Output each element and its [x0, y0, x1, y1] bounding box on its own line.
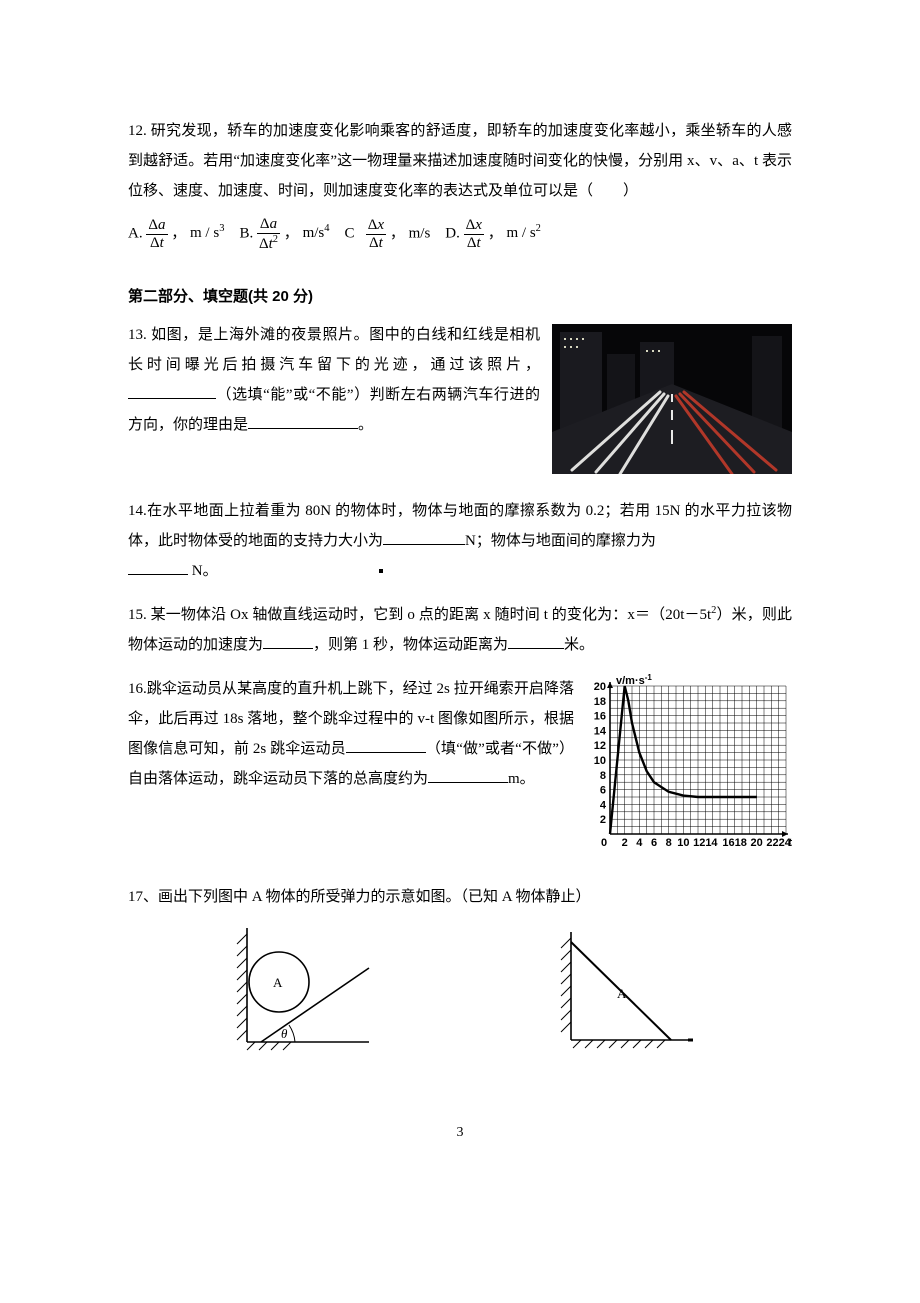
- q12-B-unit: m/s: [303, 225, 325, 241]
- q15-blank1: [263, 633, 313, 649]
- q12-D-unit: m / s: [506, 225, 535, 241]
- question-12: 12. 研究发现，轿车的加速度变化影响乘客的舒适度，即轿车的加速度变化率越小，乘…: [128, 116, 792, 252]
- q12-options: A. ΔaΔt ， m / s3 B. ΔaΔt2 ， m/s4 C ΔxΔt …: [128, 216, 792, 252]
- q14-b: N；物体与地面间的摩擦力为: [465, 533, 656, 549]
- q17-fig1: A θ: [209, 920, 379, 1071]
- q15-a: 15. 某一物体沿 Ox 轴做直线运动时，它到 o 点的距离 x 随时间 t 的…: [128, 607, 711, 623]
- page-number: 3: [128, 1119, 792, 1147]
- q13-photo: [552, 324, 792, 474]
- q15-text: 15. 某一物体沿 Ox 轴做直线运动时，它到 o 点的距离 x 随时间 t 的…: [128, 600, 792, 660]
- q16-blank2: [428, 767, 508, 783]
- q17-fig2: A: [541, 920, 711, 1071]
- question-13: 13. 如图，是上海外滩的夜景照片。图中的白线和红线是相机长时间曝光后拍摄汽车留…: [128, 320, 792, 482]
- svg-text:8: 8: [666, 837, 672, 849]
- q12-D-exp: 2: [536, 223, 541, 234]
- svg-text:20: 20: [594, 681, 606, 693]
- q12-A-unit: m / s: [190, 225, 219, 241]
- q15-b: ，则第 1 秒，物体运动距离为: [313, 637, 508, 653]
- q15-blank2: [508, 633, 564, 649]
- q17-stem: 17、画出下列图中 A 物体的所受弹力的示意如图。（已知 A 物体静止）: [128, 882, 792, 912]
- q16-blank1: [346, 737, 426, 753]
- svg-text:6: 6: [651, 837, 657, 849]
- q16-chart: v/m·s-1246810121416182002468101214161820…: [582, 674, 792, 856]
- q14-c: N。: [188, 563, 218, 579]
- q17-fig2-A: A: [617, 986, 627, 1001]
- svg-text:14: 14: [594, 725, 607, 737]
- q12-stem: 12. 研究发现，轿车的加速度变化影响乘客的舒适度，即轿车的加速度变化率越小，乘…: [128, 116, 792, 206]
- svg-text:10: 10: [594, 755, 606, 767]
- svg-text:18: 18: [594, 696, 606, 708]
- svg-text:10: 10: [677, 837, 689, 849]
- q13-a: 13. 如图，是上海外滩的夜景照片。图中的白线和红线是相机长时间曝光后拍摄汽车留…: [128, 327, 540, 373]
- question-14: 14.在水平地面上拉着重为 80N 的物体时，物体与地面的摩擦系数为 0.2；若…: [128, 496, 792, 586]
- svg-text:20: 20: [751, 837, 763, 849]
- q17-fig1-theta: θ: [281, 1026, 288, 1041]
- question-16: v/m·s-1246810121416182002468101214161820…: [128, 674, 792, 856]
- svg-text:6: 6: [600, 785, 606, 797]
- q12-A-exp: 3: [219, 223, 224, 234]
- svg-text:1214: 1214: [693, 837, 718, 849]
- svg-text:4: 4: [600, 799, 607, 811]
- question-17: 17、画出下列图中 A 物体的所受弹力的示意如图。（已知 A 物体静止）: [128, 882, 792, 1071]
- q12-B-exp: 4: [324, 223, 329, 234]
- origin-dot-icon: [375, 565, 387, 577]
- q13-blank2: [248, 413, 358, 429]
- svg-text:2: 2: [622, 837, 628, 849]
- q13-c: 。: [358, 417, 373, 433]
- q13-blank1: [128, 383, 216, 399]
- svg-text:1618: 1618: [722, 837, 746, 849]
- svg-text:0: 0: [601, 837, 607, 849]
- svg-text:2: 2: [600, 814, 606, 826]
- q12-C-unit: m/s: [409, 225, 431, 241]
- svg-text:8: 8: [600, 770, 606, 782]
- q17-fig1-A: A: [273, 975, 283, 990]
- svg-text:16: 16: [594, 711, 606, 723]
- q14-blank1: [383, 529, 465, 545]
- q16-c: m。: [508, 771, 535, 787]
- q14-text: 14.在水平地面上拉着重为 80N 的物体时，物体与地面的摩擦系数为 0.2；若…: [128, 496, 792, 586]
- svg-text:12: 12: [594, 740, 606, 752]
- svg-text:t/s: t/s: [788, 837, 792, 849]
- q14-blank2: [128, 559, 188, 575]
- svg-text:v/m·s-1: v/m·s-1: [616, 674, 652, 687]
- svg-text:4: 4: [636, 837, 643, 849]
- question-15: 15. 某一物体沿 Ox 轴做直线运动时，它到 o 点的距离 x 随时间 t 的…: [128, 600, 792, 660]
- section-2-header: 第二部分、填空题(共 20 分): [128, 282, 792, 312]
- q15-c: 米。: [564, 637, 594, 653]
